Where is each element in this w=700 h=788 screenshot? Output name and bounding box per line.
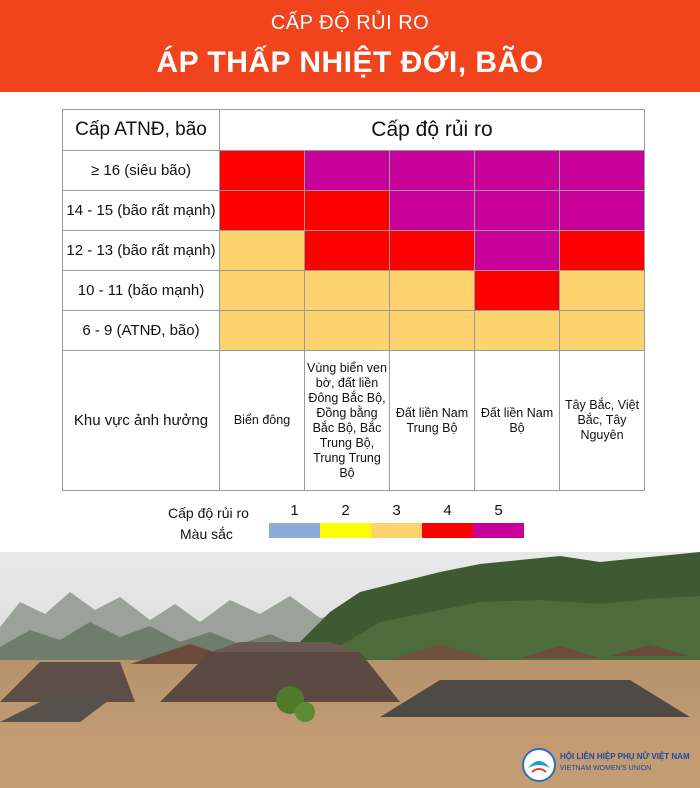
risk-cell [304, 190, 390, 231]
row-label: 12 - 13 (bão rất mạnh) [62, 230, 220, 271]
area-cell: Đất liền Nam Trung Bộ [389, 350, 475, 491]
risk-cell [389, 270, 475, 311]
risk-cell [474, 150, 560, 191]
risk-cell [219, 230, 305, 271]
table-row: 14 - 15 (bão rất mạnh) [62, 190, 645, 231]
legend-swatch [371, 523, 422, 538]
risk-cell [389, 310, 475, 351]
legend-swatch [269, 523, 320, 538]
risk-cell [389, 190, 475, 231]
risk-table: Cấp ATNĐ, bão Cấp độ rủi ro ≥ 16 (siêu b… [62, 109, 645, 491]
vwu-logo: HỘI LIÊN HIỆP PHỤ NỮ VIỆT NAM VIETNAM WO… [522, 746, 700, 786]
legend-level-number: 5 [494, 502, 503, 519]
legend-level-number: 4 [443, 502, 452, 519]
area-row: Khu vực ảnh hưởng Biển đông Vùng biển ve… [62, 350, 645, 491]
legend-level-number: 3 [392, 502, 401, 519]
risk-cell [559, 190, 645, 231]
risk-cell [389, 230, 475, 271]
legend-swatch [320, 523, 371, 538]
header-subtitle: CẤP ĐỘ RỦI RO [270, 12, 430, 34]
risk-cell [304, 310, 390, 351]
area-row-label: Khu vực ảnh hưởng [62, 350, 220, 491]
col-header-risk-level: Cấp độ rủi ro [219, 109, 645, 151]
header-banner: CẤP ĐỘ RỦI RO ÁP THẤP NHIỆT ĐỚI, BÃO [0, 0, 700, 92]
row-label: 14 - 15 (bão rất mạnh) [62, 190, 220, 231]
legend-level-number: 2 [341, 502, 350, 519]
flood-scene-illustration [0, 552, 700, 788]
row-label: 10 - 11 (bão mạnh) [62, 270, 220, 311]
risk-cell [559, 150, 645, 191]
legend-swatch [473, 523, 524, 538]
area-cell: Biển đông [219, 350, 305, 491]
area-cell: Vùng biển ven bờ, đất liền Đông Bắc Bộ, … [304, 350, 390, 491]
table-row: 6 - 9 (ATNĐ, bão) [62, 310, 645, 351]
table-row: ≥ 16 (siêu bão) [62, 150, 645, 191]
vwu-logo-icon [522, 748, 556, 782]
risk-cell [474, 310, 560, 351]
risk-cell [219, 190, 305, 231]
row-label: ≥ 16 (siêu bão) [62, 150, 220, 191]
risk-cell [474, 230, 560, 271]
logo-title: HỘI LIÊN HIỆP PHỤ NỮ VIỆT NAM [560, 752, 690, 761]
risk-cell [219, 310, 305, 351]
header-title: ÁP THẤP NHIỆT ĐỚI, BÃO [156, 46, 544, 79]
table-row: 12 - 13 (bão rất mạnh) [62, 230, 645, 271]
risk-cell [389, 150, 475, 191]
area-cell: Tây Bắc, Việt Bắc, Tây Nguyên [559, 350, 645, 491]
risk-cell [559, 230, 645, 271]
legend-level-label: Cấp độ rủi ro [168, 505, 249, 521]
legend-level-number: 1 [290, 502, 299, 519]
table-row: 10 - 11 (bão mạnh) [62, 270, 645, 311]
flood-photo [0, 552, 700, 788]
table-header-row: Cấp ATNĐ, bão Cấp độ rủi ro [62, 109, 645, 151]
risk-cell [304, 230, 390, 271]
logo-subtitle: VIETNAM WOMEN'S UNION [560, 765, 652, 772]
risk-cell [474, 190, 560, 231]
row-label: 6 - 9 (ATNĐ, bão) [62, 310, 220, 351]
area-cell: Đất liền Nam Bộ [474, 350, 560, 491]
risk-cell [559, 270, 645, 311]
risk-cell [219, 150, 305, 191]
col-header-storm-level: Cấp ATNĐ, bão [62, 109, 220, 151]
risk-cell [474, 270, 560, 311]
risk-cell [304, 270, 390, 311]
legend-swatch [422, 523, 473, 538]
risk-cell [304, 150, 390, 191]
legend-color-label: Màu sắc [180, 526, 233, 542]
risk-cell [559, 310, 645, 351]
risk-cell [219, 270, 305, 311]
